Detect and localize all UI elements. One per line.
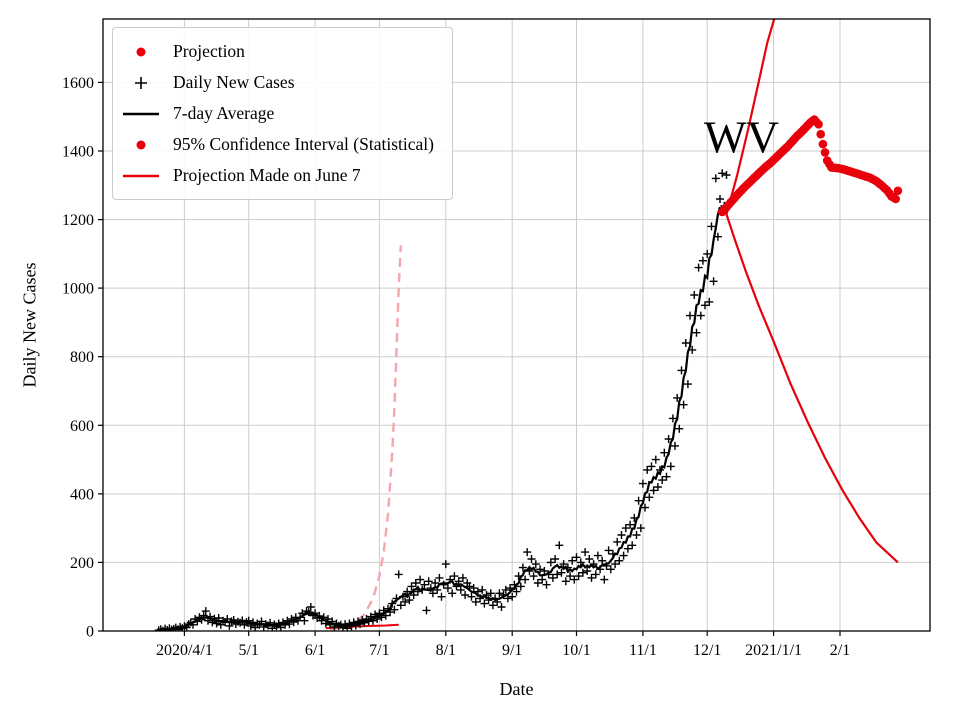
projection-dots bbox=[717, 115, 903, 217]
legend: Projection Daily New Cases 7-day Average 95… bbox=[112, 27, 453, 200]
x-tick-label: 5/1 bbox=[238, 642, 258, 659]
ci-upper-line bbox=[725, 19, 776, 215]
x-tick-label: 2021/1/1 bbox=[745, 642, 802, 659]
y-axis-label: Daily New Cases bbox=[19, 262, 40, 388]
x-tick-label: 8/1 bbox=[436, 642, 456, 659]
legend-label: Daily New Cases bbox=[173, 72, 295, 92]
projection-dot bbox=[818, 139, 828, 149]
y-tick-label: 400 bbox=[70, 486, 94, 503]
dot-marker-icon bbox=[136, 47, 146, 56]
legend-label: 95% Confidence Interval (Statistical) bbox=[173, 134, 434, 154]
y-tick-label: 1600 bbox=[62, 75, 94, 92]
plot-area bbox=[154, 19, 903, 631]
y-tick-label: 1200 bbox=[62, 212, 94, 229]
projection-dot bbox=[891, 194, 900, 204]
x-tick-label: 11/1 bbox=[629, 642, 657, 659]
x-tick-label: 7/1 bbox=[369, 642, 389, 659]
legend-label: Projection Made on June 7 bbox=[173, 165, 361, 185]
x-axis-label: Date bbox=[499, 679, 534, 699]
legend-label: Projection bbox=[173, 41, 245, 61]
legend-item: 7-day Average bbox=[119, 98, 434, 129]
projection-dot bbox=[820, 148, 830, 157]
plot-border bbox=[102, 18, 931, 632]
x-tick-label: 12/1 bbox=[693, 642, 721, 659]
x-tick-label: 6/1 bbox=[305, 642, 325, 659]
plus-marker-icon bbox=[135, 76, 147, 89]
daily-cases-markers bbox=[154, 169, 731, 631]
legend-item: 95% Confidence Interval (Statistical) bbox=[119, 129, 434, 160]
projection-dot bbox=[814, 120, 823, 129]
legend-item: Daily New Cases bbox=[119, 67, 434, 98]
dot-marker-icon bbox=[136, 140, 146, 149]
x-tick-label: 2020/4/1 bbox=[156, 642, 213, 659]
dot-glyph bbox=[136, 140, 146, 149]
x-tick-label: 9/1 bbox=[502, 642, 522, 659]
june7-ci-line bbox=[329, 245, 402, 631]
y-tick-label: 1400 bbox=[62, 144, 94, 161]
x-tick-label: 2/1 bbox=[830, 642, 850, 659]
ci-lower-line bbox=[725, 214, 899, 564]
plus-glyph bbox=[135, 76, 147, 89]
line-marker-icon bbox=[123, 174, 159, 177]
y-tick-label: 800 bbox=[70, 349, 94, 366]
dot-glyph bbox=[136, 47, 146, 56]
state-annotation: WV bbox=[704, 113, 779, 163]
projection-dot bbox=[893, 186, 903, 196]
y-tick-label: 1000 bbox=[62, 281, 94, 298]
y-tick-label: 0 bbox=[86, 624, 94, 641]
y-tick-label: 200 bbox=[70, 555, 94, 572]
seven-day-average-line bbox=[165, 206, 722, 631]
y-tick-label: 600 bbox=[70, 418, 94, 435]
legend-item: Projection bbox=[119, 36, 434, 67]
line-marker-icon bbox=[123, 112, 159, 115]
legend-item: Projection Made on June 7 bbox=[119, 160, 434, 191]
projection-dot bbox=[816, 129, 825, 139]
x-tick-label: 10/1 bbox=[562, 642, 590, 659]
legend-label: 7-day Average bbox=[173, 103, 275, 123]
